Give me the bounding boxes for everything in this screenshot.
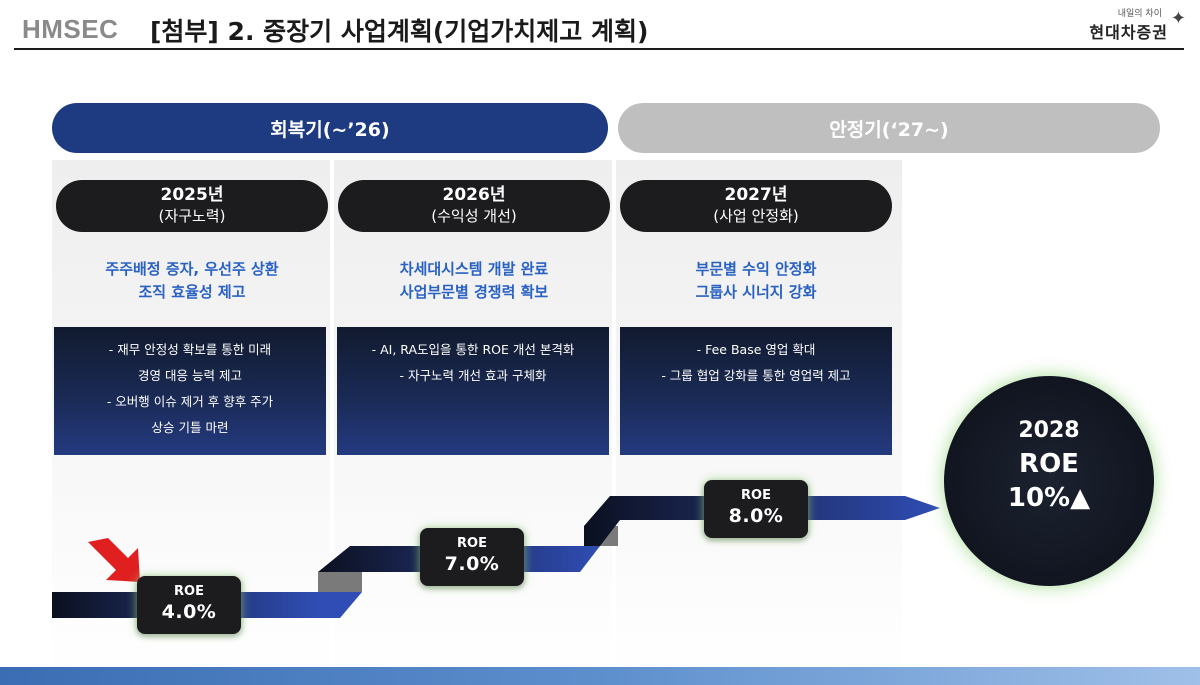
target-year: 2028 bbox=[1018, 418, 1080, 443]
arrow-riser-1 bbox=[318, 592, 362, 618]
headline-2025: 주주배정 증자, 우선주 상환 조직 효율성 제고 bbox=[52, 258, 332, 304]
roe-label: ROE bbox=[457, 536, 487, 551]
detail-box-2025: - 재무 안정성 확보를 통한 미래 경영 대응 능력 제고 - 오버행 이슈 … bbox=[54, 327, 326, 455]
detail-line: - AI, RA도입을 통한 ROE 개선 본격화 bbox=[371, 342, 575, 357]
page-title: [첨부] 2. 중장기 사업계획(기업가치제고 계획) bbox=[150, 17, 649, 46]
footer-bar bbox=[0, 667, 1200, 685]
detail-line: 경영 대응 능력 제고 bbox=[138, 368, 242, 383]
detail-line: - 그룹 협업 강화를 통한 영업력 제고 bbox=[661, 368, 851, 383]
headline-line: 부문별 수익 안정화 bbox=[695, 260, 817, 278]
year-pill-2027: 2027년 (사업 안정화) bbox=[620, 180, 892, 232]
roe-value: 8.0% bbox=[728, 505, 784, 527]
detail-line: - 자구노력 개선 효과 구체화 bbox=[399, 368, 547, 383]
target-value: 10%▲ bbox=[1007, 483, 1091, 513]
year-pill-2026: 2026년 (수익성 개선) bbox=[338, 180, 610, 232]
year-label: 2025년 bbox=[160, 185, 224, 205]
year-subtitle: (사업 안정화) bbox=[713, 207, 799, 225]
roe-badge-2026: ROE 7.0% bbox=[420, 528, 524, 586]
roe-badge-2027: ROE 8.0% bbox=[704, 480, 808, 538]
year-pill-2025: 2025년 (자구노력) bbox=[56, 180, 328, 232]
roe-value: 7.0% bbox=[444, 553, 500, 575]
headline-line: 차세대시스템 개발 완료 bbox=[399, 260, 549, 278]
target-label: ROE bbox=[1019, 449, 1079, 479]
headline-line: 사업부문별 경쟁력 확보 bbox=[399, 283, 549, 301]
year-label: 2026년 bbox=[442, 185, 506, 205]
year-label: 2027년 bbox=[724, 185, 788, 205]
detail-box-2026: - AI, RA도입을 통한 ROE 개선 본격화 - 자구노력 개선 효과 구… bbox=[337, 327, 609, 455]
logo-name: 현대차증권 bbox=[1089, 23, 1168, 42]
detail-box-2027: - Fee Base 영업 확대 - 그룹 협업 강화를 통한 영업력 제고 bbox=[620, 327, 892, 455]
red-pointer-arrow bbox=[88, 538, 140, 582]
phase-recovery-label: 회복기(~’26) bbox=[270, 118, 390, 141]
roe-target-circle: 2028 ROE 10%▲ bbox=[944, 376, 1154, 586]
detail-line: - 오버행 이슈 제거 후 향후 주가 bbox=[106, 394, 274, 409]
headline-line: 그룹사 시너지 강화 bbox=[695, 283, 817, 301]
roe-value: 4.0% bbox=[161, 601, 217, 623]
headline-2027: 부문별 수익 안정화 그룹사 시너지 강화 bbox=[616, 258, 896, 304]
detail-line: 상승 기틀 마련 bbox=[151, 420, 229, 435]
phase-recovery-pill: 회복기(~’26) bbox=[52, 103, 608, 153]
company-logo: 내일의 차이 현대차증권 ✦ bbox=[1076, 6, 1186, 46]
headline-2026: 차세대시스템 개발 완료 사업부문별 경쟁력 확보 bbox=[334, 258, 614, 304]
roe-label: ROE bbox=[174, 584, 204, 599]
year-subtitle: (수익성 개선) bbox=[431, 207, 517, 225]
phase-stable-pill: 안정기(‘27~) bbox=[618, 103, 1160, 153]
detail-line: - Fee Base 영업 확대 bbox=[696, 342, 816, 357]
phase-stable-label: 안정기(‘27~) bbox=[829, 118, 949, 141]
year-subtitle: (자구노력) bbox=[158, 207, 226, 225]
logo-tagline: 내일의 차이 bbox=[1117, 9, 1162, 19]
arrow-step-shade-1 bbox=[318, 572, 362, 592]
headline-line: 조직 효율성 제고 bbox=[138, 283, 246, 301]
roe-badge-2025: ROE 4.0% bbox=[137, 576, 241, 634]
sparkle-icon: ✦ bbox=[1170, 8, 1186, 29]
roe-label: ROE bbox=[741, 488, 771, 503]
header-divider bbox=[14, 48, 1184, 50]
arrow-segment-2027 bbox=[584, 496, 940, 546]
brand-text: HMSEC bbox=[22, 14, 119, 44]
detail-line: - 재무 안정성 확보를 통한 미래 bbox=[108, 342, 272, 357]
headline-line: 주주배정 증자, 우선주 상환 bbox=[105, 260, 279, 278]
